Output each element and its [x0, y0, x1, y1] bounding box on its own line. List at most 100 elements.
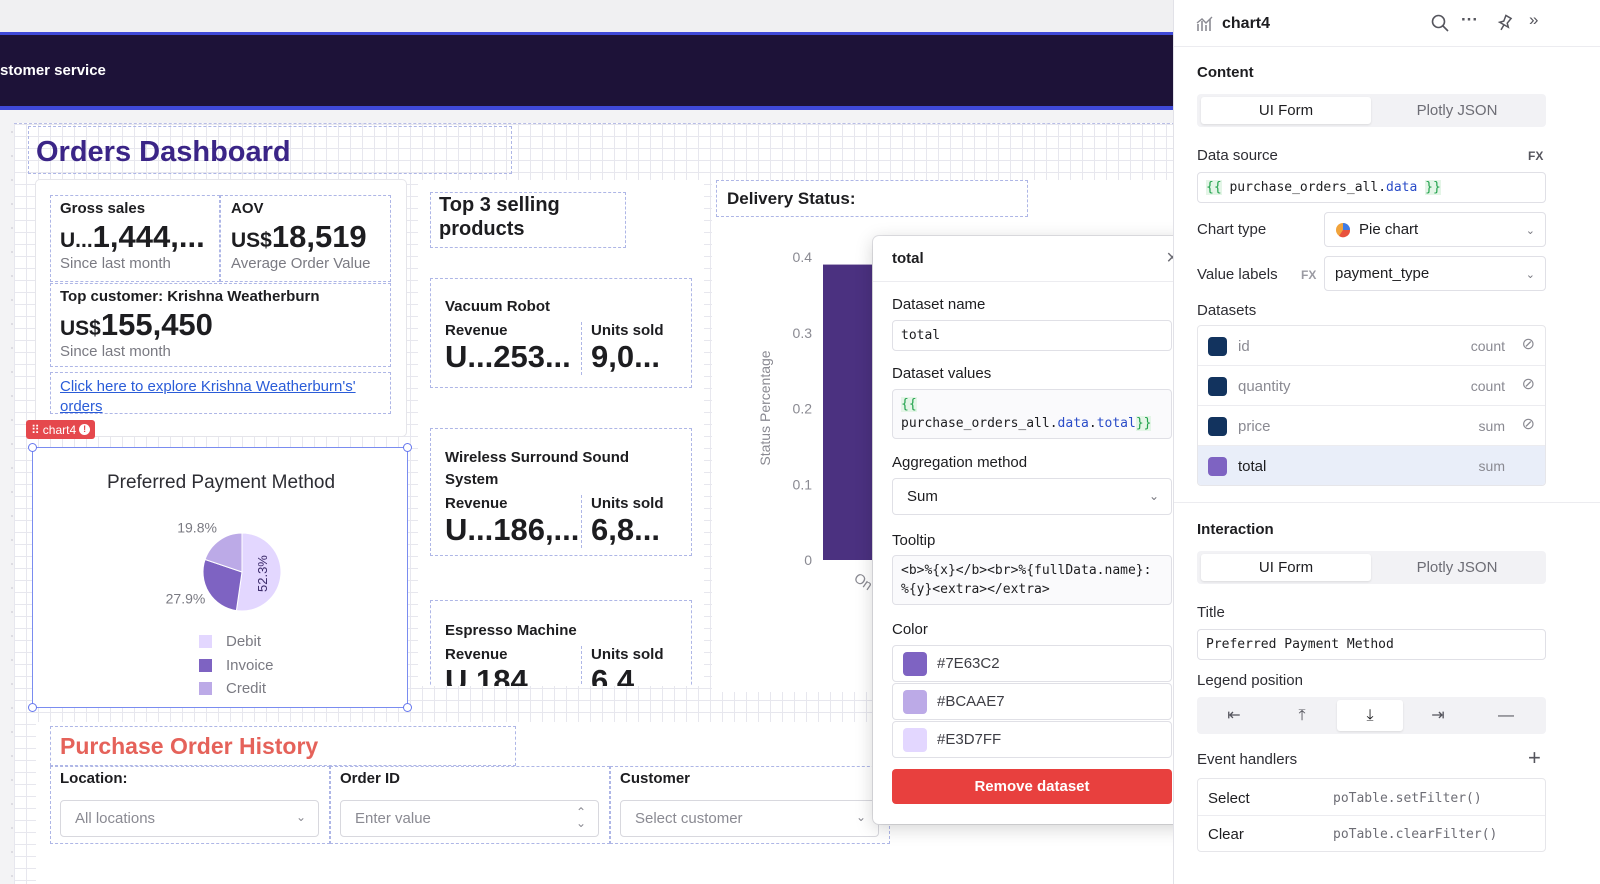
explore-customer-link[interactable]: Click here to explore Krishna Weatherbur… — [60, 378, 356, 415]
dataset-popover[interactable]: total × Dataset name total Dataset value… — [873, 236, 1190, 824]
gross-sales-stat: Gross sales U...1,444,... Since last mon… — [60, 200, 205, 272]
tab-plotly-json[interactable]: Plotly JSON — [1416, 559, 1498, 576]
pie-slice-debit[interactable] — [235, 532, 282, 612]
chart4-pie-chart[interactable]: Preferred Payment Method 52.3% 27.9% 19.8%… — [32, 447, 408, 708]
inspector-panel: chart4 ··· » Content UI Form Plotly JSON… — [1173, 0, 1600, 884]
filter-frame — [50, 766, 330, 844]
legend-swatch — [199, 635, 212, 648]
resize-handle-top-left[interactable] — [28, 443, 37, 452]
tab-plotly-json[interactable]: Plotly JSON — [1416, 102, 1498, 119]
gross-sales-label: Gross sales — [60, 200, 146, 217]
dataset-row-id[interactable]: id count ⊘ — [1198, 326, 1545, 366]
pie-slice-credit[interactable] — [204, 532, 243, 573]
event-handlers-label: Event handlers — [1197, 751, 1298, 768]
top3-products-card[interactable] — [418, 180, 704, 686]
legend-top-icon[interactable]: ⤒ — [1298, 707, 1306, 724]
more-icon[interactable]: ··· — [1461, 10, 1478, 29]
dataset-name-input[interactable]: total — [892, 320, 1172, 351]
dataset-values-editor[interactable]: {{purchase_orders_all.data.total}} — [892, 389, 1172, 439]
gross-sales-value: U...1,444,... — [60, 219, 205, 254]
legend-label: Invoice — [226, 657, 274, 674]
legend-left-icon[interactable]: ⇤ — [1227, 707, 1241, 724]
title-input[interactable]: Preferred Payment Method — [1197, 629, 1546, 660]
resize-handle-bottom-left[interactable] — [28, 703, 37, 712]
dataset-name: quantity — [1238, 378, 1291, 395]
pie-slice-invoice[interactable] — [202, 558, 243, 612]
chart4-selection-tag[interactable]: ⠿ chart4 ! — [26, 420, 96, 439]
pin-icon[interactable] — [1496, 14, 1514, 32]
filter-frame — [330, 766, 610, 844]
color-option[interactable]: #7E63C2 — [892, 645, 1172, 682]
product-frame — [430, 428, 692, 556]
delivery-status-title: Delivery Status: — [727, 189, 856, 208]
tab-ui-form[interactable]: UI Form — [1201, 97, 1371, 124]
color-option[interactable]: #E3D7FF — [892, 721, 1172, 758]
aggregation-select-value: Sum — [907, 488, 938, 505]
datasets-label: Datasets — [1197, 302, 1257, 319]
eye-off-icon[interactable]: ⊘ — [1521, 416, 1535, 433]
page-title: Orders Dashboard — [36, 136, 291, 168]
legend-position-toggle: ⇤ ⤒ ⤓ ⇥ — — [1197, 697, 1546, 734]
dataset-row-quantity[interactable]: quantity count ⊘ — [1198, 366, 1545, 406]
pie-legend-item[interactable]: Debit — [199, 633, 261, 650]
eye-off-icon[interactable]: ⊘ — [1521, 336, 1535, 353]
interaction-mode-toggle: UI Form Plotly JSON — [1197, 551, 1546, 584]
product-card[interactable]: Vacuum Robot Revenue U...253... Units sol… — [445, 296, 677, 375]
value-labels-label: Value labels — [1197, 266, 1278, 283]
value-labels-value: payment_type — [1335, 265, 1430, 282]
value-labels-select[interactable]: payment_type ⌄ — [1324, 256, 1546, 291]
dataset-row-total[interactable]: total sum — [1198, 446, 1545, 485]
dataset-row-price[interactable]: price sum ⊘ — [1198, 406, 1545, 446]
aggregation-select[interactable]: Sum ⌄ — [892, 478, 1172, 515]
chevron-down-icon: ⌄ — [855, 810, 866, 824]
drag-handle-icon[interactable]: ⠿ — [31, 422, 40, 437]
legend-right-icon[interactable]: ⇥ — [1431, 707, 1445, 724]
resize-handle-top-right[interactable] — [403, 443, 412, 452]
tooltip-editor[interactable]: <b>%{x}</b><br>%{fullData.name}: %{y}<ex… — [892, 555, 1172, 605]
error-badge-icon[interactable]: ! — [79, 424, 91, 435]
customer-select-placeholder: Select customer — [635, 810, 743, 827]
customer-select[interactable]: Select customer ⌄ — [620, 800, 879, 837]
collapse-panel-icon[interactable]: » — [1529, 10, 1539, 29]
tab-ui-form[interactable]: UI Form — [1201, 554, 1371, 581]
close-icon[interactable]: × — [1166, 247, 1178, 270]
event-name: Clear — [1208, 826, 1244, 843]
legend-bottom-icon[interactable]: ⤓ — [1337, 700, 1403, 731]
color-hex: #E3D7FF — [937, 731, 1002, 748]
tooltip-label: Tooltip — [892, 532, 936, 549]
revenue-label: Revenue — [445, 322, 508, 339]
remove-dataset-button[interactable]: Remove dataset — [892, 769, 1172, 804]
color-option[interactable]: #BCAAE7 — [892, 683, 1172, 720]
pie-legend-item[interactable]: Credit — [199, 680, 266, 697]
chart-type-select[interactable]: Pie chart ⌄ — [1324, 212, 1546, 247]
resize-handle-bottom-right[interactable] — [403, 703, 412, 712]
order-id-input[interactable]: Enter value ⌃ ⌄ — [340, 800, 599, 837]
revenue-value: U...253... — [445, 339, 571, 374]
add-icon[interactable]: + — [1528, 745, 1541, 770]
stepper-icon[interactable]: ⌃ ⌄ — [575, 805, 586, 830]
content-section-title: Content — [1197, 64, 1254, 81]
product-card[interactable]: Espresso Machine Revenue U 184 Units sold… — [445, 620, 677, 686]
chart-icon — [1196, 16, 1213, 31]
link-frame — [50, 372, 391, 414]
chevron-down-icon: ⌄ — [1148, 489, 1159, 503]
eye-off-icon[interactable]: ⊘ — [1521, 376, 1535, 393]
legend-none-icon[interactable]: — — [1498, 707, 1514, 724]
fx-toggle[interactable]: FX — [1528, 149, 1544, 163]
product-frame — [430, 600, 692, 686]
event-handler-row[interactable]: Select poTable.setFilter() — [1198, 780, 1545, 816]
stats-card[interactable] — [36, 180, 406, 436]
product-card[interactable]: Wireless Surround Sound System Revenue U.… — [445, 447, 677, 548]
fx-toggle[interactable]: FX — [1301, 268, 1317, 282]
aov-sub: Average Order Value — [231, 255, 371, 272]
component-name[interactable]: chart4 — [1222, 15, 1271, 32]
page-title-frame — [28, 126, 512, 174]
pie-value-label: 27.9% — [166, 590, 206, 606]
search-icon[interactable] — [1431, 14, 1449, 32]
location-select[interactable]: All locations ⌄ — [60, 800, 319, 837]
data-source-input[interactable]: {{ purchase_orders_all.data }} — [1197, 172, 1546, 203]
pie-legend-item[interactable]: Invoice — [199, 657, 274, 674]
pie-value-label: 19.8% — [177, 520, 217, 536]
dataset-aggregation: count — [1470, 338, 1505, 354]
event-handler-row[interactable]: Clear poTable.clearFilter() — [1198, 816, 1545, 852]
